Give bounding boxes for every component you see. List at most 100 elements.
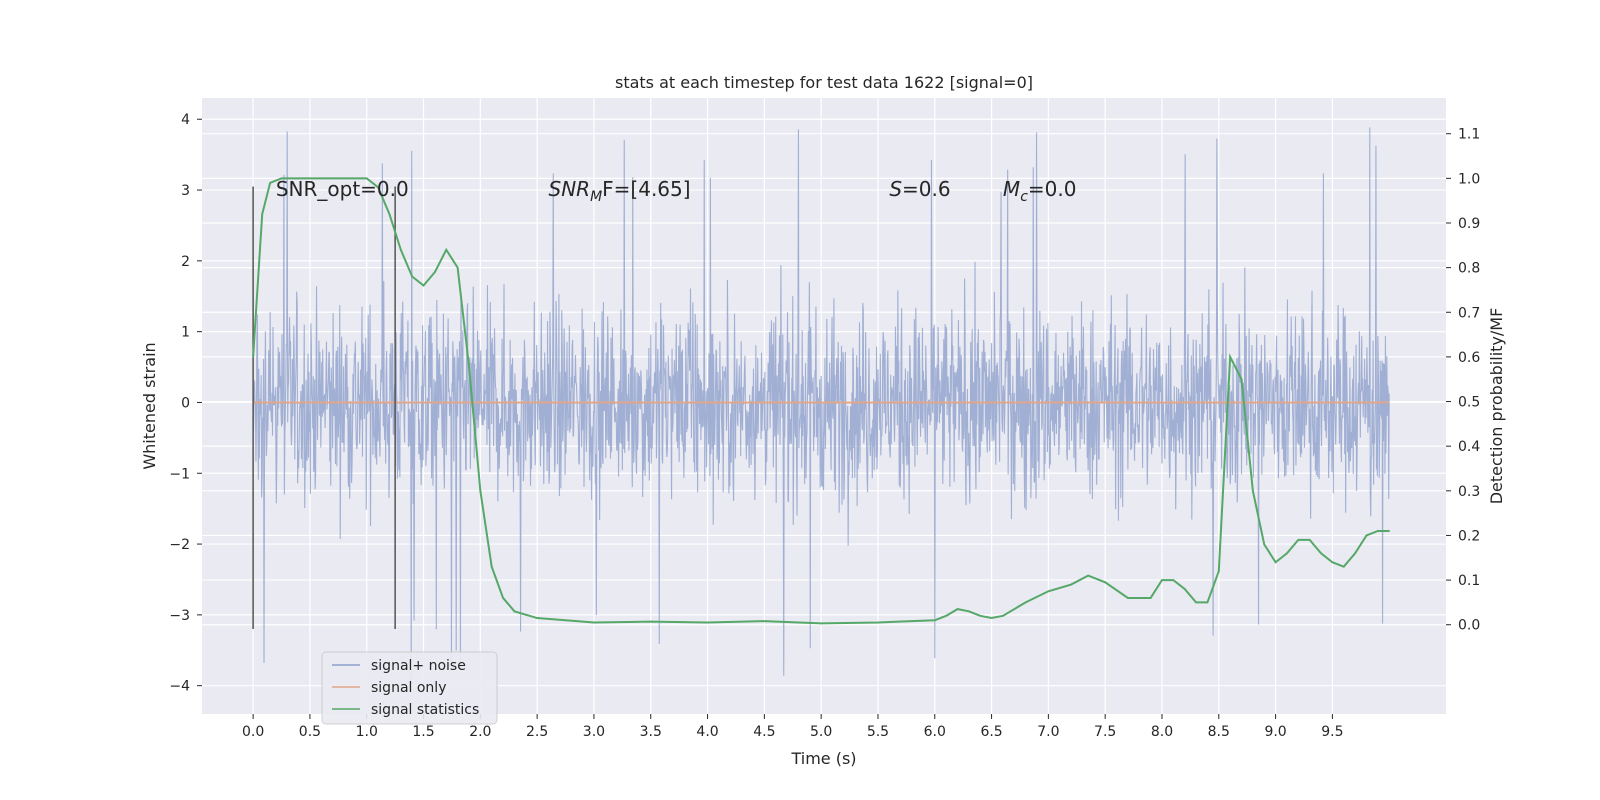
lines [252, 177, 1390, 630]
signal-statistics-point [1104, 581, 1106, 584]
signal-statistics-point [280, 177, 283, 180]
signal-statistics-point [365, 177, 368, 180]
y2-tick-label: 0.0 [1458, 618, 1480, 634]
signal-statistics-point [1308, 539, 1311, 541]
signal-statistics-point [990, 617, 993, 619]
signal-statistics-point [513, 610, 516, 613]
y-tick-label: −4 [169, 679, 190, 695]
annotations: SNR_opt=0.0 SNRMF=[4.65] S=0.6 Mc=0.0 [276, 177, 1077, 205]
signal-statistics-point [820, 622, 822, 625]
signal-statistics-point [1365, 534, 1368, 537]
signal-statistics-point [1149, 597, 1152, 599]
signal-statistics-point [1331, 561, 1334, 564]
signal-statistics-point [269, 182, 271, 184]
annotation-text-2: SNRMF=[4.65] [549, 177, 691, 205]
signal-statistics-point [877, 621, 879, 624]
signal-statistics-point [1240, 378, 1243, 381]
signal-statistics-point [1087, 574, 1089, 577]
signal-statistics-point [1388, 530, 1390, 532]
x-tick-label: 1.5 [412, 724, 434, 740]
annotation-text-1: SNR_opt=0.0 [276, 177, 409, 201]
signal-statistics-point [1263, 543, 1266, 546]
y-tick-label: −1 [169, 466, 190, 482]
annotation-subscript: M [590, 189, 602, 205]
signal-statistics-point [388, 213, 391, 215]
signal-statistics-point [1161, 579, 1163, 581]
x-tick-label: 8.5 [1208, 724, 1230, 740]
signal-statistics-point [1377, 530, 1379, 532]
x-tick-label: 0.0 [242, 724, 264, 740]
x-tick-label: 5.0 [810, 724, 832, 740]
annotation-symbol: SNR [549, 177, 591, 201]
signal-statistics-point [933, 619, 936, 622]
signal-statistics-point [945, 615, 947, 617]
x-tick-label: 6.0 [924, 724, 946, 740]
signal-statistics-point [1217, 570, 1220, 572]
signal-statistics-point [1206, 601, 1209, 604]
signal-statistics-point [445, 248, 448, 251]
legend: signal+ noise signal only signal statist… [321, 651, 498, 725]
annotation-value: F=[4.65] [602, 177, 690, 201]
signal-statistics-point [320, 177, 323, 180]
legend-label-noise: signal+ noise [371, 658, 466, 674]
signal-statistics-point [456, 266, 459, 269]
signal-statistics-point [649, 620, 652, 623]
y2-tick-label: 0.2 [1458, 528, 1480, 544]
y-tick-label: 4 [181, 112, 190, 128]
legend-label-stats: signal statistics [371, 702, 479, 718]
annotation-text-4: Mc=0.0 [1003, 177, 1077, 205]
signal-statistics-point [1047, 590, 1050, 593]
ticks: 0.0 0.5 1.0 1.5 2.0 2.5 3.0 3.5 4.0 4.5 5.0 5.5 6.0 6… [169, 112, 1480, 740]
y-tick-label: −3 [169, 608, 190, 624]
signal-noise-series [252, 127, 1390, 685]
signal-statistics-point [1024, 601, 1027, 604]
signal-statistics-point [1354, 552, 1356, 555]
x-tick-label: 2.5 [526, 724, 548, 740]
signal-statistics-point [468, 365, 470, 367]
x-tick-label: 4.5 [753, 724, 775, 740]
signal-statistics-point [763, 620, 766, 622]
y-tick-label: 1 [181, 325, 190, 341]
y2-tick-label: 0.8 [1458, 261, 1480, 277]
x-tick-label: 1.0 [356, 724, 378, 740]
y-tick-label: 2 [181, 254, 190, 270]
x-tick-label: 8.0 [1151, 724, 1173, 740]
x-tick-label: 4.0 [696, 724, 718, 740]
annotation-text-3: S=0.6 [889, 177, 950, 201]
signal-statistics-point [343, 177, 345, 180]
signal-statistics-point [1297, 539, 1300, 541]
signal-statistics-point [706, 621, 709, 624]
y-axis-label: Whitened strain [140, 342, 159, 469]
y2-tick-label: 1.0 [1458, 171, 1480, 187]
y2-tick-label: 0.9 [1458, 216, 1480, 232]
signal-statistics-point [968, 610, 970, 613]
signal-statistics-point [297, 177, 300, 180]
signal-statistics-point [1127, 597, 1129, 599]
y2-tick-label: 1.1 [1458, 127, 1480, 143]
y2-tick-label: 0.4 [1458, 439, 1480, 455]
y2-tick-label: 0.1 [1458, 573, 1480, 589]
signal-statistics-point [1342, 565, 1345, 568]
signal-statistics-point [1195, 601, 1197, 604]
signal-statistics-point [1070, 583, 1072, 586]
signal-statistics-point [956, 608, 959, 610]
signal-statistics-point [422, 284, 425, 287]
signal-statistics-point [411, 275, 413, 278]
x-tick-label: 0.5 [299, 724, 321, 740]
y2-axis-label: Detection probability/MF [1487, 308, 1506, 505]
y-tick-label: 0 [181, 395, 190, 411]
signal-statistics-point [252, 356, 254, 358]
signal-statistics-point [536, 617, 538, 619]
x-tick-label: 2.0 [469, 724, 491, 740]
annotation-value: =0.0 [1028, 177, 1077, 201]
y2-tick-label: 0.6 [1458, 350, 1480, 366]
signal-statistics-point [434, 271, 436, 273]
y2-tick-label: 0.5 [1458, 395, 1480, 411]
legend-box [321, 651, 498, 725]
signal-statistics-point [1229, 356, 1231, 358]
annotation-subscript: c [1020, 189, 1028, 205]
annotation-symbol: M [1003, 177, 1020, 201]
signal-noise-line [252, 127, 1390, 685]
y-tick-label: −2 [169, 537, 190, 553]
